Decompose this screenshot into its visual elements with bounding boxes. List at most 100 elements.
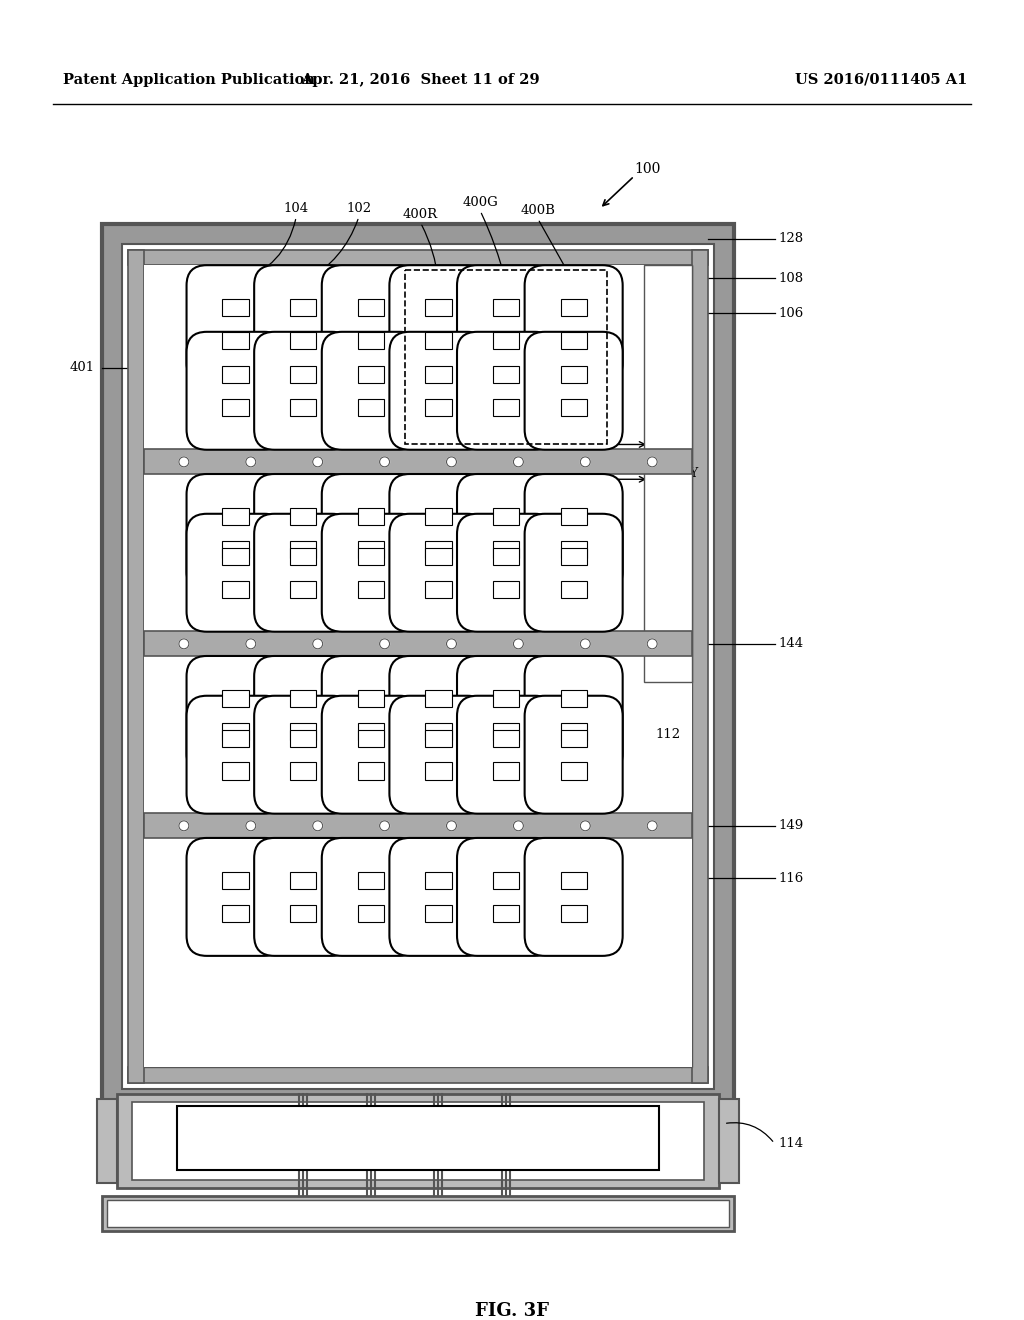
Bar xyxy=(560,300,587,317)
FancyBboxPatch shape xyxy=(524,331,623,450)
Bar xyxy=(117,1094,719,1188)
Bar xyxy=(290,399,316,416)
FancyBboxPatch shape xyxy=(389,331,487,450)
FancyBboxPatch shape xyxy=(457,474,555,591)
Bar xyxy=(222,548,249,565)
Text: 400R: 400R xyxy=(403,209,438,222)
Bar xyxy=(425,690,452,708)
Text: 400B: 400B xyxy=(520,205,555,218)
FancyBboxPatch shape xyxy=(524,838,623,956)
Bar xyxy=(493,548,519,565)
Bar xyxy=(425,722,452,739)
Circle shape xyxy=(513,457,523,467)
Text: 116: 116 xyxy=(778,871,804,884)
Bar xyxy=(357,763,384,780)
Bar xyxy=(493,730,519,747)
Bar xyxy=(128,249,144,1082)
Circle shape xyxy=(179,639,188,649)
Bar xyxy=(560,873,587,890)
Bar xyxy=(290,508,316,525)
Circle shape xyxy=(246,639,256,649)
Bar xyxy=(144,449,692,474)
Bar xyxy=(222,300,249,317)
Bar xyxy=(493,399,519,416)
Text: 114: 114 xyxy=(778,1137,804,1150)
FancyBboxPatch shape xyxy=(389,513,487,632)
Bar xyxy=(357,541,384,558)
FancyBboxPatch shape xyxy=(457,513,555,632)
FancyBboxPatch shape xyxy=(186,474,285,591)
Circle shape xyxy=(380,457,389,467)
Bar xyxy=(493,763,519,780)
Text: Y: Y xyxy=(657,467,667,479)
Circle shape xyxy=(246,457,256,467)
FancyBboxPatch shape xyxy=(186,265,285,383)
Bar xyxy=(493,722,519,739)
FancyBboxPatch shape xyxy=(524,696,623,813)
FancyBboxPatch shape xyxy=(186,331,285,450)
FancyBboxPatch shape xyxy=(457,696,555,813)
FancyBboxPatch shape xyxy=(524,656,623,774)
Bar xyxy=(357,331,384,348)
FancyBboxPatch shape xyxy=(254,656,352,774)
Bar xyxy=(493,581,519,598)
Bar xyxy=(425,300,452,317)
Bar xyxy=(425,541,452,558)
Bar xyxy=(357,722,384,739)
Bar xyxy=(128,1067,708,1082)
Circle shape xyxy=(513,639,523,649)
Circle shape xyxy=(647,639,657,649)
FancyBboxPatch shape xyxy=(254,696,352,813)
FancyBboxPatch shape xyxy=(322,513,420,632)
FancyBboxPatch shape xyxy=(389,265,487,383)
Bar xyxy=(290,730,316,747)
Bar xyxy=(357,508,384,525)
Bar xyxy=(222,508,249,525)
Text: 100: 100 xyxy=(634,162,660,176)
Text: 400G: 400G xyxy=(462,197,498,210)
Text: US 2016/0111405 A1: US 2016/0111405 A1 xyxy=(795,73,968,87)
Text: 104: 104 xyxy=(284,202,309,215)
Bar xyxy=(144,813,692,838)
FancyBboxPatch shape xyxy=(322,331,420,450)
Bar xyxy=(290,722,316,739)
Bar xyxy=(425,581,452,598)
Bar xyxy=(222,730,249,747)
Bar xyxy=(425,730,452,747)
Text: 113: 113 xyxy=(406,1206,431,1220)
Bar xyxy=(425,508,452,525)
Bar xyxy=(290,873,316,890)
FancyBboxPatch shape xyxy=(186,696,285,813)
FancyBboxPatch shape xyxy=(322,265,420,383)
FancyBboxPatch shape xyxy=(389,656,487,774)
Bar xyxy=(357,730,384,747)
Text: Patent Application Publication: Patent Application Publication xyxy=(62,73,314,87)
Bar xyxy=(102,223,734,1109)
Bar xyxy=(357,399,384,416)
FancyBboxPatch shape xyxy=(524,265,623,383)
Bar xyxy=(144,656,692,813)
FancyBboxPatch shape xyxy=(254,265,352,383)
Text: Apr. 21, 2016  Sheet 11 of 29: Apr. 21, 2016 Sheet 11 of 29 xyxy=(301,73,540,87)
Circle shape xyxy=(312,821,323,830)
Bar xyxy=(493,873,519,890)
Bar xyxy=(560,331,587,348)
Bar xyxy=(222,366,249,383)
FancyBboxPatch shape xyxy=(457,331,555,450)
Bar xyxy=(290,763,316,780)
FancyBboxPatch shape xyxy=(254,838,352,956)
Bar xyxy=(357,904,384,921)
Circle shape xyxy=(380,821,389,830)
Bar xyxy=(692,249,708,1082)
Text: 128: 128 xyxy=(778,232,804,246)
FancyBboxPatch shape xyxy=(322,656,420,774)
Bar xyxy=(560,690,587,708)
FancyBboxPatch shape xyxy=(254,513,352,632)
Text: 102: 102 xyxy=(346,202,372,215)
Circle shape xyxy=(246,821,256,830)
FancyBboxPatch shape xyxy=(457,265,555,383)
Bar xyxy=(425,366,452,383)
Bar xyxy=(493,331,519,348)
Bar xyxy=(719,1098,738,1183)
Bar xyxy=(560,722,587,739)
